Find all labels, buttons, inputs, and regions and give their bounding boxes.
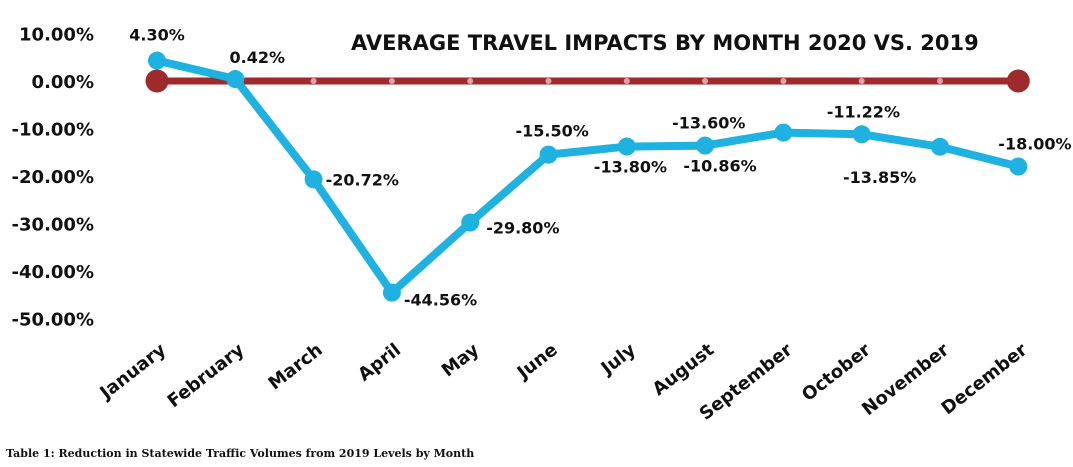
baseline-point: [388, 78, 395, 84]
x-tick-label: November: [858, 339, 953, 420]
data-label: -13.85%: [843, 168, 916, 187]
data-point: [774, 123, 793, 142]
baseline-point: [1006, 69, 1030, 93]
data-point: [696, 136, 715, 155]
data-point: [931, 137, 949, 156]
baseline-point: [702, 78, 709, 84]
data-label: -13.80%: [594, 158, 667, 177]
data-point: [617, 137, 636, 156]
data-point: [852, 125, 871, 144]
data-label: -20.72%: [326, 170, 399, 189]
data-label: -18.00%: [998, 135, 1071, 154]
y-tick-label: 0.00%: [32, 72, 94, 93]
x-tick-label: February: [164, 339, 249, 412]
data-label: -10.86%: [683, 157, 756, 176]
data-point: [461, 213, 480, 232]
y-tick-label: -50.00%: [12, 310, 94, 331]
x-tick-label: March: [265, 339, 327, 394]
baseline-point: [623, 78, 630, 84]
x-tick-label: July: [596, 339, 640, 380]
data-label: 0.42%: [230, 48, 286, 67]
y-tick-label: -40.00%: [12, 262, 94, 283]
table-caption: Table 1: Reduction in Statewide Traffic …: [6, 447, 475, 460]
x-tick-label: October: [798, 339, 875, 405]
baseline-point: [467, 78, 474, 84]
data-point: [382, 283, 401, 302]
y-tick-label: 10.00%: [19, 25, 94, 46]
x-tick-label: January: [95, 339, 171, 404]
data-point: [226, 70, 245, 89]
data-label: -15.50%: [516, 122, 589, 141]
y-tick-label: -20.00%: [12, 167, 94, 188]
y-tick-label: -10.00%: [12, 120, 94, 141]
y-tick-label: -30.00%: [12, 215, 94, 236]
data-label: -29.80%: [486, 219, 559, 238]
baseline-point: [145, 69, 169, 93]
data-label: -11.22%: [827, 102, 900, 121]
line-chart: 10.00% 0.00% -10.00% -20.00% -30.00% -40.00% -…: [12, 25, 1072, 425]
x-tick-label: August: [649, 339, 719, 400]
baseline-point: [780, 78, 787, 84]
x-tick-label: April: [354, 339, 405, 385]
data-point: [539, 145, 558, 164]
data-label: -13.60%: [672, 114, 745, 133]
baseline-point: [310, 78, 317, 84]
data-point: [148, 51, 166, 70]
baseline-point: [858, 78, 865, 84]
baseline-point: [937, 78, 943, 84]
series-line: [153, 56, 1023, 297]
x-tick-label: June: [512, 339, 562, 384]
data-label: -44.56%: [404, 291, 477, 310]
x-tick-label: December: [937, 339, 1031, 419]
data-point: [304, 170, 323, 189]
baseline-point: [545, 78, 552, 84]
chart-title: AVERAGE TRAVEL IMPACTS BY MONTH 2020 VS.…: [351, 31, 979, 55]
x-tick-label: May: [438, 339, 484, 381]
data-point: [1009, 157, 1028, 176]
data-label: 4.30%: [129, 26, 185, 45]
